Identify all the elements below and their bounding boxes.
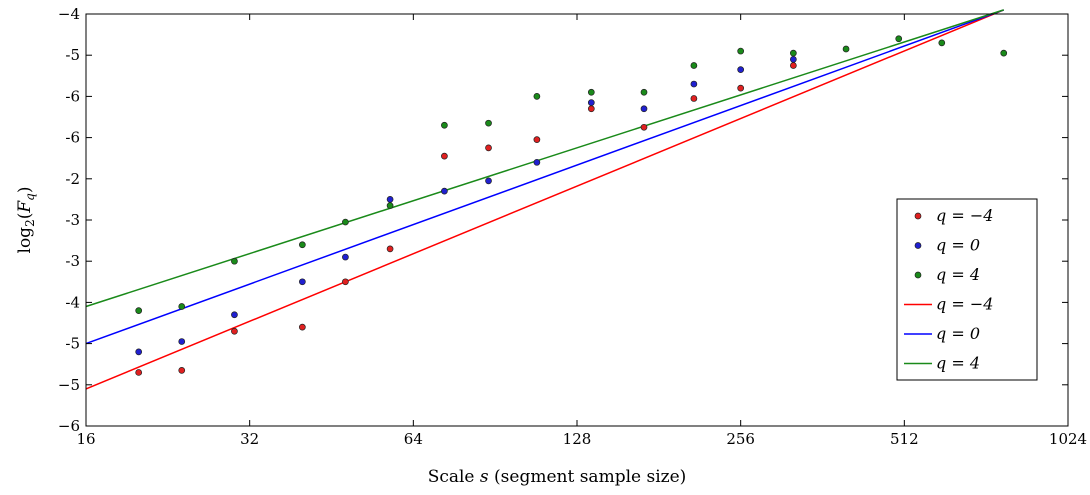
y-tick-label: −5 — [58, 376, 80, 394]
data-point-series-2 — [231, 257, 238, 265]
data-point-series-2 — [485, 119, 492, 127]
y-tick-label: -2 — [65, 170, 80, 188]
x-tick-label: 64 — [404, 430, 423, 448]
legend-label: q = 0 — [936, 236, 980, 255]
data-point-series-0 — [386, 245, 394, 253]
y-tick-label: -4 — [65, 293, 80, 311]
data-point-series-0 — [485, 144, 492, 152]
legend-label: q = 4 — [936, 354, 980, 373]
legend-label: q = 4 — [936, 265, 980, 284]
data-point-series-0 — [342, 278, 349, 286]
data-point-series-2 — [690, 62, 698, 69]
data-point-series-1 — [690, 80, 698, 88]
legend-box — [896, 198, 1038, 381]
y-axis-title-close: ) — [15, 187, 35, 194]
data-point-series-2 — [342, 218, 349, 226]
x-axis-title-var: s — [480, 467, 489, 487]
data-point-series-2 — [178, 303, 186, 310]
x-tick-label: 16 — [76, 430, 95, 448]
data-point-series-0 — [690, 95, 698, 102]
fit-line-5 — [85, 9, 1004, 308]
data-point-series-0 — [299, 323, 306, 331]
data-point-series-0 — [135, 369, 143, 376]
legend-label: q = 0 — [936, 324, 980, 343]
data-point-series-1 — [441, 187, 448, 195]
legend-label: q = −4 — [936, 206, 993, 225]
data-point-series-2 — [441, 121, 448, 129]
x-axis-title-text: Scale — [428, 467, 480, 487]
data-point-series-1 — [587, 99, 595, 106]
data-point-series-0 — [231, 327, 238, 335]
data-point-series-0 — [640, 123, 648, 131]
data-point-series-1 — [485, 177, 492, 185]
data-point-series-1 — [640, 105, 648, 113]
data-point-series-2 — [299, 241, 306, 249]
y-axis-title-var: F — [15, 200, 35, 214]
x-tick-label: 32 — [240, 430, 259, 448]
data-point-series-2 — [842, 45, 850, 53]
data-point-series-0 — [441, 152, 448, 160]
data-point-series-0 — [533, 136, 541, 144]
legend-label: q = −4 — [936, 295, 993, 314]
y-tick-label: −4 — [58, 5, 80, 23]
fit-line-4 — [85, 9, 1004, 345]
x-tick-label: 256 — [726, 430, 755, 448]
fit-line-3 — [85, 9, 1004, 390]
data-point-series-1 — [299, 278, 306, 286]
y-axis-title-var-sub: q — [23, 193, 37, 201]
data-point-series-2 — [386, 202, 394, 209]
data-point-series-2 — [533, 93, 541, 100]
y-tick-label: -3 — [65, 211, 80, 229]
y-tick-label: -5 — [65, 46, 80, 64]
data-point-series-1 — [533, 158, 541, 166]
legend-marker — [914, 212, 922, 220]
data-point-series-2 — [1000, 49, 1008, 57]
legend-marker — [914, 271, 922, 279]
data-point-series-1 — [231, 311, 238, 319]
data-point-series-2 — [587, 88, 595, 96]
x-axis-title-rest: (segment sample size) — [489, 467, 687, 487]
data-point-series-0 — [737, 84, 745, 92]
data-point-series-1 — [342, 253, 349, 261]
y-tick-label: -5 — [65, 335, 80, 353]
data-point-series-1 — [178, 338, 186, 345]
data-point-series-1 — [737, 66, 745, 73]
x-tick-label: 1024 — [1049, 430, 1087, 448]
data-point-series-2 — [938, 39, 946, 47]
y-axis-title-open: ( — [15, 213, 35, 220]
y-tick-label: -3 — [65, 252, 80, 270]
x-tick-label: 128 — [563, 430, 592, 448]
y-axis-title-sub: 2 — [23, 219, 37, 227]
y-tick-label: -6 — [65, 87, 80, 105]
data-point-series-0 — [587, 105, 595, 113]
data-point-series-2 — [135, 307, 143, 314]
data-point-series-0 — [790, 62, 797, 69]
y-tick-label: −6 — [58, 417, 80, 435]
data-point-series-1 — [135, 348, 143, 356]
legend-marker — [914, 242, 922, 249]
legend: q = −4 q = 0 q = 4 q = −4 q = 0 q = 4 — [896, 198, 1038, 381]
data-marks — [85, 9, 1008, 390]
y-axis-title: log2(Fq) — [15, 187, 37, 254]
data-point-series-0 — [178, 367, 186, 374]
y-tick-label: -6 — [65, 129, 80, 147]
data-point-series-2 — [640, 88, 648, 96]
y-axis-title-func: log — [15, 227, 35, 254]
data-point-series-1 — [790, 55, 797, 63]
data-point-series-2 — [790, 49, 797, 57]
x-axis-title: Scale s (segment sample size) — [428, 467, 687, 487]
x-tick-label: 512 — [890, 430, 919, 448]
data-point-series-2 — [737, 47, 745, 55]
axis-ticks: 16 32 64 128 256 512 1024 −6 −5 -5 -4 -3 -3 -2 -6 -6 -5 −… — [58, 5, 1087, 448]
data-point-series-2 — [895, 35, 903, 43]
legend-items: q = −4 q = 0 q = 4 q = −4 q = 0 q = 4 — [904, 206, 993, 373]
data-point-series-1 — [386, 196, 394, 203]
